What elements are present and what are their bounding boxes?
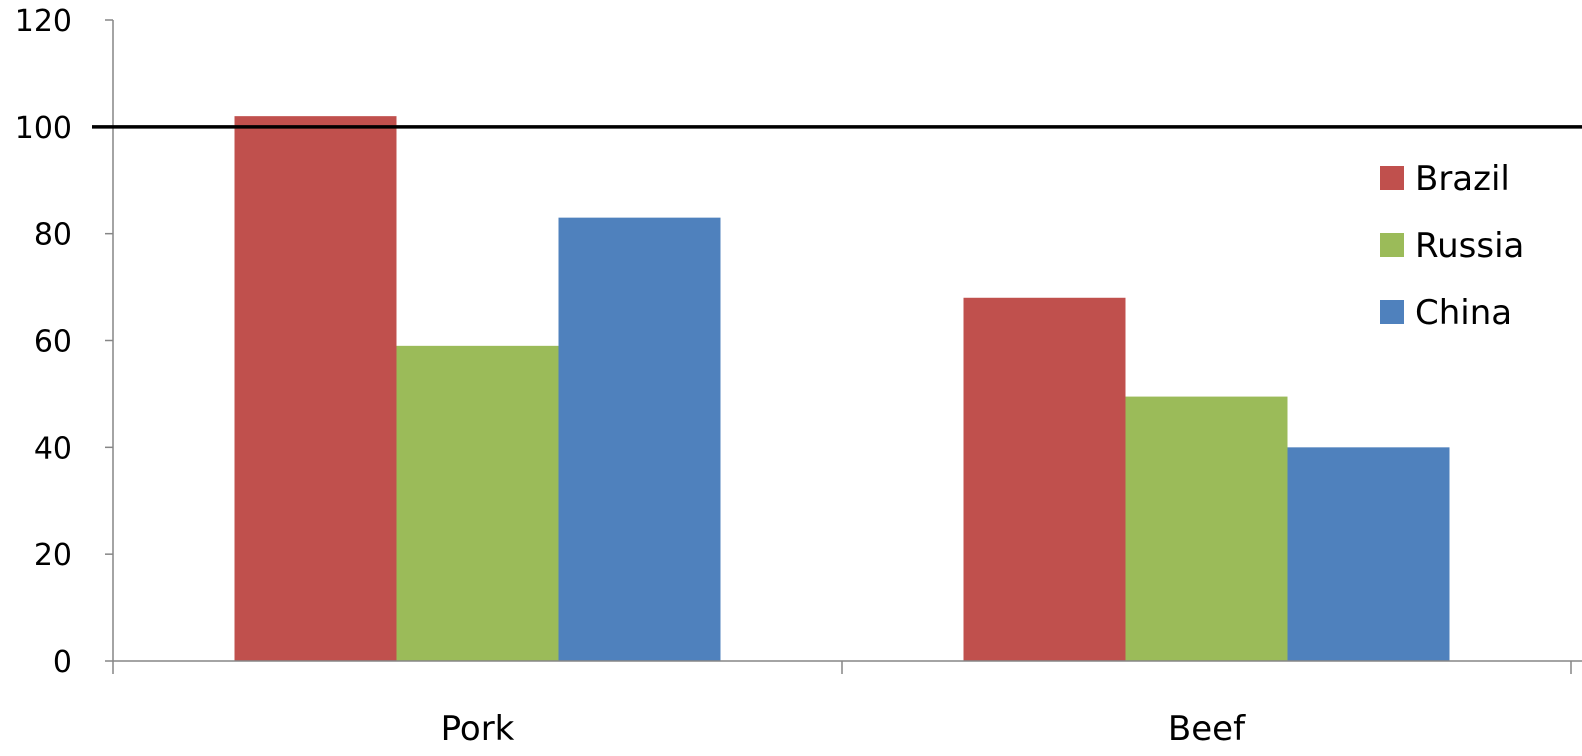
x-category-label-beef: Beef xyxy=(1168,709,1246,749)
bars-layer xyxy=(234,116,1450,661)
y-ticks: 0 20 40 60 80 100 120 xyxy=(15,4,113,680)
legend-label-brazil: Brazil xyxy=(1415,159,1510,199)
legend-label-china: China xyxy=(1415,293,1512,333)
legend: Brazil Russia China xyxy=(1380,159,1524,333)
legend-swatch-russia xyxy=(1380,233,1404,257)
legend-swatch-china xyxy=(1380,300,1404,324)
bar-brazil-beef xyxy=(963,297,1126,661)
bar-russia-pork xyxy=(396,345,559,661)
y-tick-label: 60 xyxy=(34,325,72,360)
legend-label-russia: Russia xyxy=(1415,226,1524,266)
legend-swatch-brazil xyxy=(1380,166,1404,190)
y-tick-label: 20 xyxy=(34,538,72,573)
y-tick-label: 100 xyxy=(15,111,72,146)
y-tick-label: 80 xyxy=(34,218,72,253)
bar-russia-beef xyxy=(1125,396,1288,661)
bar-china-pork xyxy=(558,217,721,661)
y-tick-label: 120 xyxy=(15,4,72,39)
x-categories: Pork Beef xyxy=(441,709,1246,749)
bar-brazil-pork xyxy=(234,116,397,661)
y-tick-label: 0 xyxy=(53,645,72,680)
bar-china-beef xyxy=(1287,447,1450,661)
y-tick-label: 40 xyxy=(34,431,72,466)
x-category-label-pork: Pork xyxy=(441,709,515,749)
